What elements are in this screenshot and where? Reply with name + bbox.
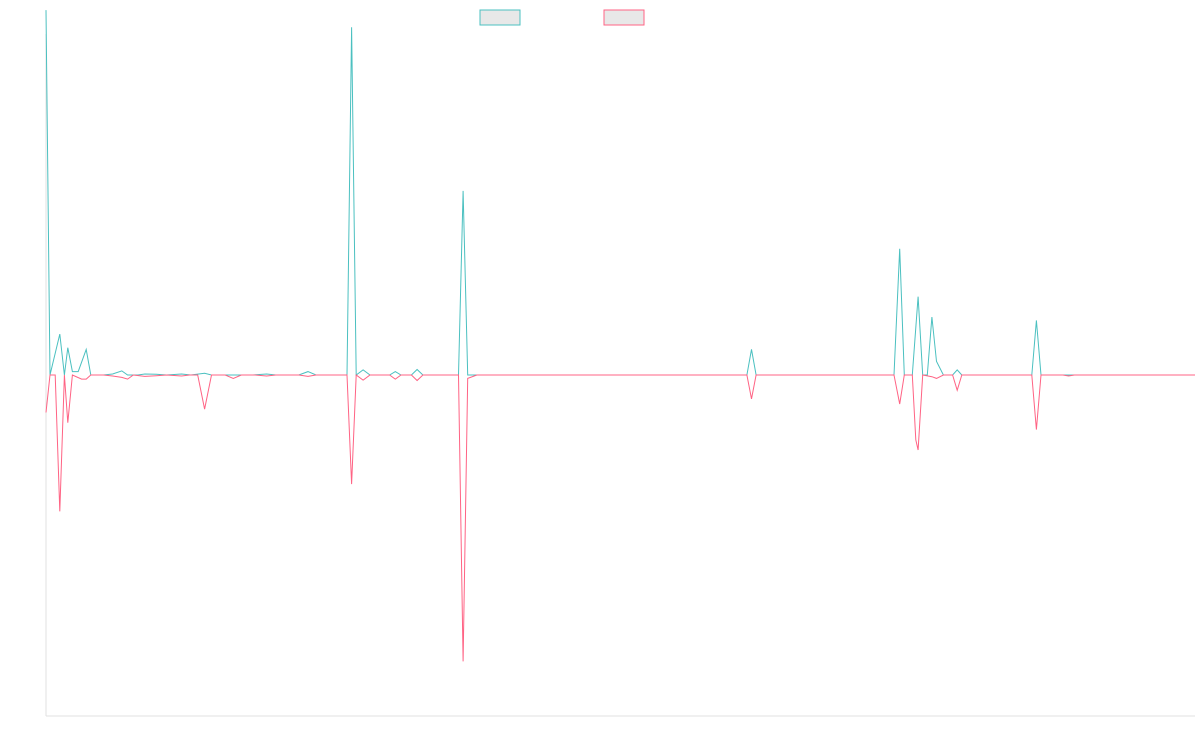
series-line-0 — [45, 10, 1195, 376]
legend[interactable] — [479, 9, 645, 26]
legend-swatch-1[interactable] — [603, 9, 645, 26]
series-layer — [45, 10, 1195, 662]
series-line-1 — [45, 374, 1195, 662]
legend-item-0[interactable] — [479, 9, 521, 26]
legend-swatch-0[interactable] — [479, 9, 521, 26]
legend-item-1[interactable] — [603, 9, 645, 26]
